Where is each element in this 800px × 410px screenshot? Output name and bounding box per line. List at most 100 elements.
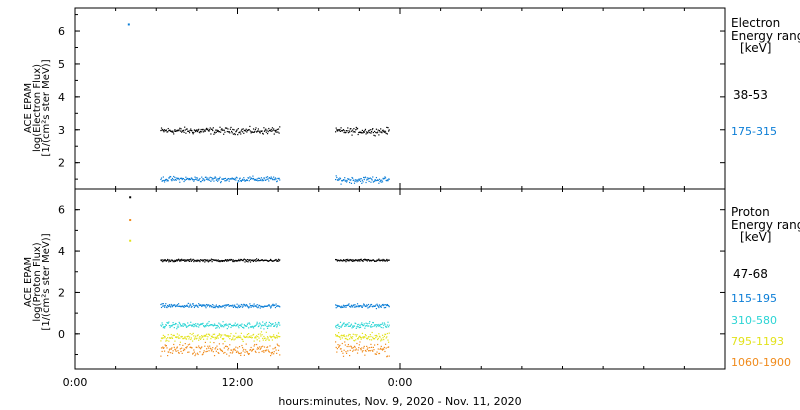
proton-point <box>263 323 266 325</box>
proton-point <box>198 260 200 262</box>
proton-point <box>246 325 248 327</box>
proton-point <box>372 346 374 349</box>
proton-point <box>336 335 338 337</box>
electron-point <box>220 131 222 133</box>
proton-point <box>259 322 261 324</box>
electron-point <box>228 131 230 133</box>
proton-point <box>355 306 357 308</box>
proton-point <box>253 259 255 262</box>
proton-point <box>176 259 178 261</box>
proton-point <box>335 341 337 343</box>
electron-point <box>363 178 365 181</box>
proton-point <box>371 331 373 334</box>
proton-point <box>375 353 377 355</box>
proton-point <box>186 304 188 306</box>
proton-legend-title-2: Energy ranges <box>731 218 800 232</box>
electron-point <box>356 127 359 130</box>
electron-point <box>340 127 342 129</box>
proton-point <box>241 326 244 328</box>
proton-point <box>380 259 382 261</box>
electron-point <box>168 129 171 131</box>
electron-point <box>359 180 362 182</box>
proton-point <box>251 350 253 352</box>
proton-point <box>257 323 259 325</box>
proton-point <box>364 258 366 260</box>
electron-point <box>177 177 180 180</box>
proton-point <box>226 335 228 337</box>
proton-point <box>248 306 250 308</box>
proton-point <box>185 305 188 307</box>
proton-point <box>363 323 365 325</box>
electron-point <box>238 180 240 182</box>
proton-point <box>373 305 375 307</box>
proton-point <box>265 339 267 341</box>
electron-point <box>384 177 387 179</box>
proton-point <box>369 334 371 336</box>
electron-point <box>201 179 203 182</box>
proton-point <box>349 305 351 307</box>
electron-point <box>345 179 347 181</box>
electron-point <box>269 177 271 179</box>
electron-point <box>252 177 255 180</box>
proton-point <box>170 333 172 336</box>
proton-point <box>233 260 235 263</box>
proton-point <box>195 259 197 261</box>
proton-point <box>212 336 214 338</box>
proton-point <box>342 323 344 325</box>
proton-point <box>171 336 173 338</box>
proton-point <box>358 259 360 261</box>
proton-point <box>214 338 216 340</box>
proton-point <box>218 260 221 262</box>
proton-point <box>210 259 212 261</box>
proton-point <box>377 337 379 339</box>
electron-point <box>359 131 362 134</box>
proton-point <box>188 306 190 308</box>
proton-point <box>363 259 365 261</box>
proton-point <box>168 351 170 353</box>
electron-point <box>384 130 386 132</box>
proton-point <box>213 341 215 344</box>
proton-point <box>274 306 277 309</box>
proton-point <box>367 303 370 306</box>
electron-point <box>231 178 233 180</box>
proton-point <box>229 259 231 261</box>
proton-point <box>373 338 375 340</box>
electron-point <box>228 180 230 182</box>
proton-point <box>388 259 390 261</box>
proton-point <box>234 322 236 324</box>
proton-point <box>213 323 216 325</box>
electron-point <box>190 128 192 130</box>
proton-point <box>277 321 280 324</box>
proton-point <box>168 340 170 342</box>
electron-point <box>195 130 197 132</box>
electron-point <box>254 178 256 181</box>
proton-point <box>250 335 252 337</box>
proton-point <box>265 349 267 351</box>
proton-point <box>243 335 245 337</box>
proton-point <box>221 325 223 328</box>
electron-point <box>185 132 187 134</box>
proton-point <box>335 326 337 328</box>
proton-point <box>267 260 269 263</box>
proton-point <box>273 351 275 353</box>
proton-point <box>377 259 379 261</box>
electron-point <box>355 129 357 131</box>
electron-point <box>232 178 234 180</box>
proton-point <box>268 324 270 326</box>
electron-point <box>235 131 237 133</box>
proton-point <box>253 340 255 342</box>
electron-point <box>362 132 364 134</box>
proton-point <box>187 305 189 307</box>
proton-point <box>166 259 168 262</box>
proton-point <box>201 323 203 325</box>
proton-point <box>226 335 228 337</box>
electron-ytick-label: 3 <box>58 124 65 137</box>
proton-point <box>167 322 169 324</box>
proton-point <box>345 305 348 307</box>
proton-point <box>363 259 365 261</box>
proton-point <box>238 336 240 339</box>
proton-point <box>182 338 184 340</box>
proton-point <box>249 323 251 325</box>
proton-point <box>358 306 360 308</box>
proton-point <box>268 304 270 306</box>
